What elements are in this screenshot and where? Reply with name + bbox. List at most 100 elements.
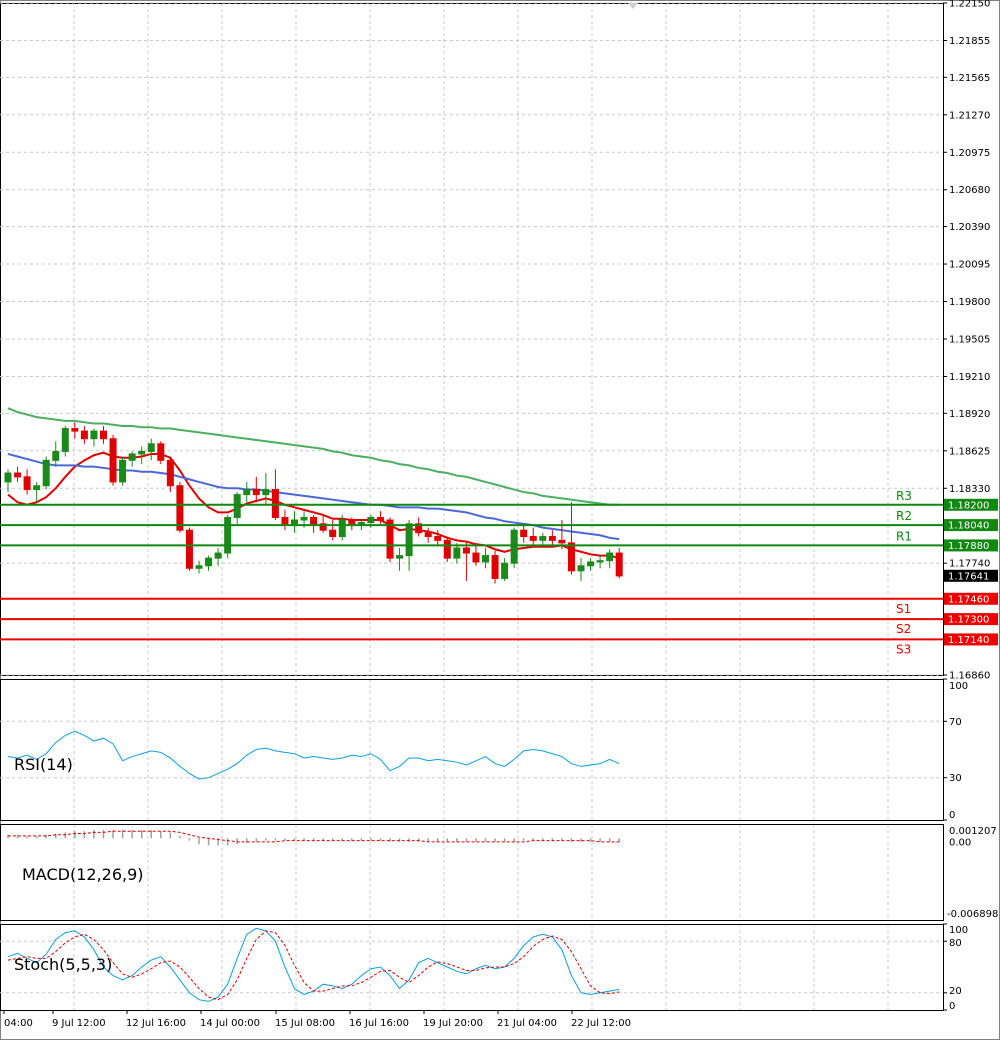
candle-body xyxy=(606,552,614,562)
pivot-level-label-r3: R3 xyxy=(896,489,912,503)
candle-body xyxy=(224,516,232,554)
candle xyxy=(61,426,69,457)
current-price-tag-bg xyxy=(944,569,998,582)
candle-body xyxy=(558,539,566,544)
candle xyxy=(224,514,232,559)
price-axis-label: 1.22150 xyxy=(949,0,990,10)
time-axis-label: 04:00 xyxy=(4,1018,33,1029)
candle-body xyxy=(109,438,117,483)
candle-body xyxy=(23,476,31,491)
pivot-price-tag-bg xyxy=(944,633,998,646)
candle-body xyxy=(195,565,203,569)
candle xyxy=(119,456,127,486)
candle-body xyxy=(291,519,298,525)
candle xyxy=(243,481,251,503)
candle xyxy=(90,428,98,447)
candle-body xyxy=(367,516,375,524)
candle xyxy=(262,473,270,505)
price-axis-label: 1.18330 xyxy=(949,484,990,495)
candle xyxy=(71,422,79,439)
pivot-price-tag-bg xyxy=(944,519,998,532)
candle-body xyxy=(138,450,146,455)
candle-body xyxy=(271,489,279,518)
candle-body xyxy=(310,516,318,525)
candle xyxy=(396,547,404,571)
panel-frame-price xyxy=(0,3,944,676)
candle-body xyxy=(262,489,270,496)
time-axis-label: 14 Jul 00:00 xyxy=(200,1018,260,1029)
candle-body xyxy=(386,519,394,559)
candle xyxy=(195,560,203,574)
candle xyxy=(185,527,193,571)
macd-signal-line xyxy=(8,830,620,843)
candle xyxy=(529,527,537,546)
candle xyxy=(109,434,117,486)
price-axis-label: 1.16860 xyxy=(949,671,990,682)
pivot-price-tag: 1.17300 xyxy=(948,615,989,626)
rsi-axis-label: 70 xyxy=(949,717,962,728)
candle xyxy=(482,547,489,569)
candle-body xyxy=(90,430,98,440)
candle-body xyxy=(424,532,432,538)
candle-body xyxy=(415,523,423,534)
candle xyxy=(338,514,346,541)
panel-frame-macd xyxy=(0,824,944,921)
time-axis-label: 12 Jul 16:00 xyxy=(126,1018,186,1029)
candle xyxy=(596,555,604,569)
time-axis-label: 16 Jul 16:00 xyxy=(349,1018,409,1029)
price-axis-label: 1.18625 xyxy=(949,446,990,457)
stoch-axis-label: 80 xyxy=(949,938,962,949)
candle-body xyxy=(348,519,356,525)
candle xyxy=(510,527,518,569)
candle-body xyxy=(61,428,69,452)
stoch-axis-label: 100 xyxy=(949,925,968,936)
price-axis-label: 1.17740 xyxy=(949,559,990,570)
pivot-price-tag-bg xyxy=(944,539,998,552)
current-price-tag: 1.17641 xyxy=(948,571,989,582)
candle-body xyxy=(396,555,404,559)
candle-body xyxy=(166,459,174,487)
macd-axis-label: 0.001207 xyxy=(949,826,997,837)
candle-body xyxy=(491,555,499,579)
candle-body xyxy=(71,428,79,432)
price-axis-label: 1.20680 xyxy=(949,185,990,196)
candle xyxy=(100,426,107,444)
stoch-title: Stoch(5,5,3) xyxy=(14,955,112,974)
price-axis-label: 1.21565 xyxy=(949,73,990,84)
candle xyxy=(252,476,260,503)
candle-body xyxy=(434,536,442,541)
candle-body xyxy=(52,450,60,461)
stoch-signal-line xyxy=(7,930,620,1001)
time-axis-label: 9 Jul 12:00 xyxy=(52,1018,106,1029)
candle-body xyxy=(80,430,88,440)
candle-body xyxy=(472,552,480,563)
candle xyxy=(157,441,165,465)
rsi-axis-label: 100 xyxy=(949,681,968,692)
pivot-level-label-s1: S1 xyxy=(896,602,911,616)
candle xyxy=(615,547,623,579)
price-axis-label: 1.19800 xyxy=(949,297,990,308)
candle-body xyxy=(539,536,547,541)
candle xyxy=(548,530,556,546)
candle xyxy=(587,558,595,571)
candle xyxy=(4,469,12,493)
price-axis-label: 1.19210 xyxy=(949,372,990,383)
pivot-level-label-s2: S2 xyxy=(896,622,911,636)
pivot-price-tag-bg xyxy=(944,498,998,511)
time-axis-label: 21 Jul 04:00 xyxy=(497,1018,557,1029)
candle xyxy=(319,514,327,533)
candle xyxy=(462,542,470,581)
candle xyxy=(291,511,298,533)
pivot-price-tag-bg xyxy=(944,613,998,626)
candle-body xyxy=(443,539,451,559)
candle-body xyxy=(577,565,585,572)
candle xyxy=(271,469,279,521)
time-axis-label: 22 Jul 12:00 xyxy=(571,1018,631,1029)
stoch-axis-label: 20 xyxy=(949,986,962,997)
candle-body xyxy=(482,555,489,563)
candle xyxy=(138,446,146,465)
pivot-level-label-r2: R2 xyxy=(896,509,912,523)
rsi-title: RSI(14) xyxy=(14,755,73,774)
